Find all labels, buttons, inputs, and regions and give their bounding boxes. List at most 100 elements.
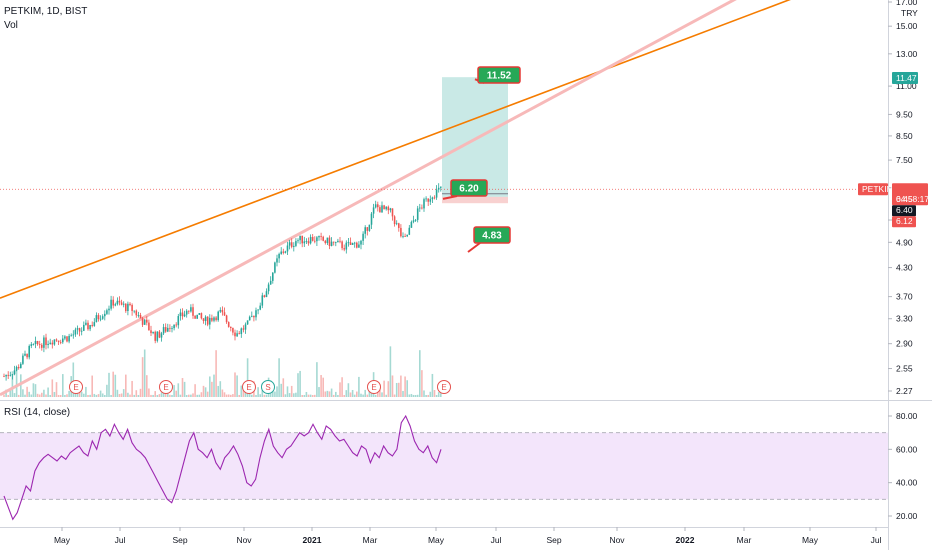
event-marker[interactable]: E [367, 380, 381, 394]
volume-bar [17, 394, 20, 397]
candle-body [286, 245, 289, 252]
candle-body [358, 244, 360, 248]
resistance-trendline [0, 0, 791, 299]
time-tick-label: Mar [363, 535, 378, 545]
candle-body [179, 312, 182, 317]
volume-bar [343, 394, 345, 397]
candle-body [278, 253, 280, 259]
volume-bar [324, 391, 327, 397]
symbol-title[interactable]: PETKIM, 1D, BIST [4, 6, 88, 17]
candle-body [143, 319, 146, 325]
volume-bar [290, 385, 293, 397]
rsi-legend[interactable]: RSI (14, close) [4, 407, 71, 418]
candle-body [20, 363, 22, 369]
candle-body [267, 284, 270, 292]
volume-bar [110, 394, 112, 397]
rsi-axis[interactable]: 80.00 60.00 40.00 20.00 [888, 411, 918, 521]
time-axis[interactable]: May Jul Sep Nov 2021 Mar May Jul Sep Nov 2022 Mar Ma… [54, 527, 882, 545]
price-tick-label: 15.00 [896, 21, 918, 31]
long-position-tool[interactable] [442, 77, 508, 204]
candle-body [45, 337, 47, 346]
tag-price-bg [892, 183, 928, 206]
volume-bar [353, 394, 356, 397]
event-circle [437, 380, 451, 394]
candle-body [34, 341, 37, 344]
candle-body [416, 208, 419, 220]
trendlines[interactable] [0, 0, 888, 397]
event-label: E [246, 383, 251, 392]
volume-bar [106, 384, 108, 397]
candle-body [49, 342, 51, 344]
event-marker[interactable]: S [261, 380, 275, 394]
candle-body [381, 205, 383, 213]
candle-body [431, 197, 434, 200]
candle-body [318, 236, 320, 238]
rsi-line [3, 414, 442, 521]
candle-body [345, 242, 348, 250]
event-marker[interactable]: E [242, 380, 256, 394]
candle-body [299, 235, 301, 241]
tag-price-label: 6.45 [896, 194, 913, 204]
candle-body [133, 310, 135, 312]
volume-bar [22, 389, 24, 397]
candle-body [135, 310, 138, 316]
candle-body [160, 333, 163, 338]
candle-body [335, 242, 337, 243]
candle-body [192, 307, 194, 316]
volume-bar [303, 394, 306, 397]
volume-bar [32, 383, 35, 397]
candle-body [38, 344, 41, 345]
volume-bar [351, 389, 354, 397]
volume-bar [211, 381, 213, 397]
event-marker[interactable]: E [69, 380, 83, 394]
candle-body [410, 221, 413, 228]
candle-body [93, 322, 96, 326]
candle-body [366, 227, 369, 231]
event-marker[interactable]: E [159, 380, 173, 394]
volume-bar [437, 392, 440, 397]
candle-body [276, 258, 278, 263]
candle-body [349, 242, 352, 245]
candle-body [32, 343, 35, 345]
volume-bar [240, 385, 243, 397]
rsi-tick-label: 60.00 [896, 444, 918, 454]
price-tick-label: 3.30 [896, 314, 913, 324]
rsi-tick-label: 40.00 [896, 478, 918, 488]
volume-legend[interactable]: Vol [4, 20, 18, 31]
volume-bar [429, 391, 432, 397]
note-entry-label: 6.20 [459, 184, 479, 195]
volume-bar [194, 384, 196, 397]
volume-bar [425, 394, 427, 397]
volume-bar [408, 394, 411, 397]
candle-body [17, 366, 20, 369]
volume-bar [402, 390, 404, 397]
event-marker[interactable]: E [437, 380, 451, 394]
volume-bar [122, 389, 125, 397]
volume-bar [427, 394, 429, 397]
volume-bar [433, 390, 436, 397]
rsi-tick-label: 80.00 [896, 411, 918, 421]
volume-bar [83, 393, 85, 397]
volume-bar [259, 394, 261, 397]
candle-body [215, 317, 217, 321]
candle-body [22, 355, 24, 364]
candle-body [219, 309, 222, 312]
candle-body [66, 336, 68, 342]
volume-bar [330, 388, 333, 397]
note-target-label: 11.52 [487, 71, 512, 82]
time-tick-label: 2022 [676, 535, 695, 545]
candle-body [328, 237, 331, 246]
volume-bar [364, 389, 366, 397]
volume-bar [116, 389, 119, 397]
time-tick-label: Jul [491, 535, 502, 545]
volume-bar [391, 375, 394, 397]
target-zone [442, 77, 508, 197]
volume-bar [171, 394, 173, 397]
candle-body [263, 295, 266, 298]
price-notes[interactable]: 11.52 6.20 4.83 [442, 66, 521, 253]
candle-body [26, 353, 28, 358]
candle-body [303, 241, 306, 244]
